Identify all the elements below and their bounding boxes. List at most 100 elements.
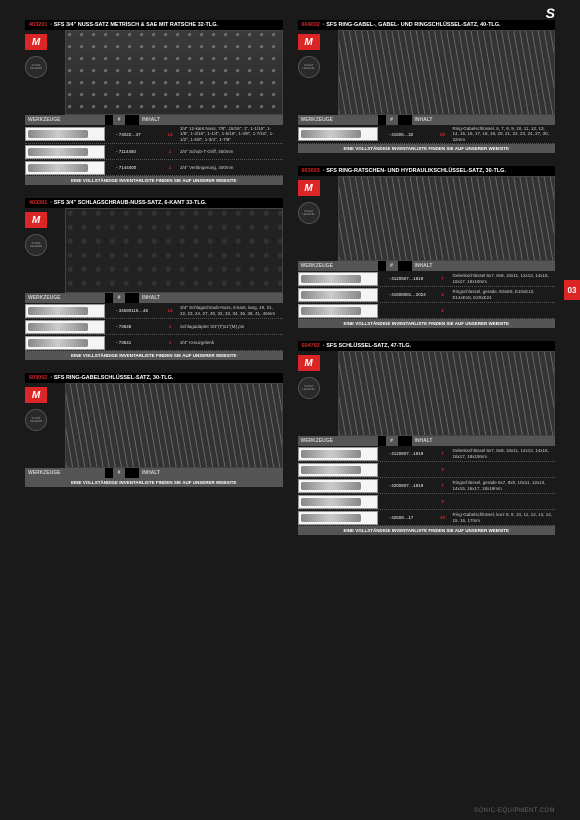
product-title-bar: 403201 · SFS 3/4" NUSS-SATZ METRISCH & S…	[25, 20, 283, 30]
spec-row: 2	[298, 494, 556, 510]
quantity: 1	[163, 164, 177, 171]
m-badge: M	[298, 180, 320, 196]
part-number: - 4120607…1819	[386, 275, 436, 282]
product-hero: M FOAM LEGEND	[25, 30, 283, 115]
part-number: - 41606081…2024	[386, 291, 436, 298]
spec-row: - 7114450 1 3/4" Schub-T-Griff, 450mm	[25, 144, 283, 160]
quantity: 10	[436, 514, 450, 521]
spec-row: 2	[298, 462, 556, 478]
tool-thumbnail	[298, 511, 378, 525]
quantity: 4	[436, 291, 450, 298]
description	[450, 501, 556, 503]
table-header: WERKZEUGE # INHALT	[298, 115, 556, 125]
quantity: 2	[436, 307, 450, 314]
spec-row: - 4120607…1819 7 Gelenkschlüssel 6x7, 8x…	[298, 446, 556, 462]
th-content: INHALT	[412, 436, 556, 446]
footer-bar: EINE VOLLSTÄNDIGE INVENTARLISTE FINDEN S…	[25, 351, 283, 360]
table-header: WERKZEUGE # INHALT	[25, 468, 283, 478]
description: Ring-Gabelschlüssel, 6, 7, 8, 9, 10, 11,…	[450, 125, 556, 143]
product-block: 604702 · SFS SCHLÜSSEL-SATZ, 47-TLG. M F…	[298, 341, 556, 535]
product-block: 603002 · SFS RING-GABELSCHLÜSSEL-SATZ, 3…	[25, 373, 283, 487]
th-hash: #	[386, 261, 398, 271]
left-column: 403201 · SFS 3/4" NUSS-SATZ METRISCH & S…	[25, 20, 283, 540]
product-title: · SFS RING-GABELSCHLÜSSEL-SATZ, 30-TLG.	[50, 375, 173, 381]
quantity: 1	[163, 148, 177, 155]
product-block: 604002 · SFS RING-GABEL-, GABEL- UND RIN…	[298, 20, 556, 153]
product-block: 403301 · SFS 3/4" SCHLAGSCHRAUB-NUSS-SAT…	[25, 198, 283, 360]
section-tab: 03	[564, 280, 580, 300]
footer-bar: EINE VOLLSTÄNDIGE INVENTARLISTE FINDEN S…	[298, 144, 556, 153]
table-header: WERKZEUGE # INHALT	[25, 293, 283, 303]
th-hash: #	[113, 115, 125, 125]
foam-badge-icon: FOAM LEGEND	[298, 377, 320, 399]
foam-badge-icon: FOAM LEGEND	[25, 234, 47, 256]
product-title-bar: 604702 · SFS SCHLÜSSEL-SATZ, 47-TLG.	[298, 341, 556, 351]
part-number: - 41506…32	[386, 131, 436, 138]
foam-badge-icon: FOAM LEGEND	[298, 202, 320, 224]
table-header: WERKZEUGE # INHALT	[25, 115, 283, 125]
product-hero: M FOAM LEGEND	[25, 383, 283, 468]
part-number: - 4120607…1819	[386, 450, 436, 457]
th-hash: #	[113, 293, 125, 303]
quantity: 14	[163, 131, 177, 138]
th-content: INHALT	[139, 115, 283, 125]
part-number	[386, 469, 436, 471]
product-image	[338, 176, 556, 261]
th-tools: WERKZEUGE	[298, 261, 378, 271]
spec-row: - 41606081…2024 4 Ringschlüssel, gerade,…	[298, 287, 556, 303]
description: 3/4" Schlagschraub-Nuss, 6-kant, lang, 1…	[177, 304, 283, 317]
tool-thumbnail	[298, 304, 378, 318]
product-code: 403301	[29, 200, 47, 206]
product-title: · SFS SCHLÜSSEL-SATZ, 47-TLG.	[323, 343, 411, 349]
right-column: 604002 · SFS RING-GABEL-, GABEL- UND RIN…	[298, 20, 556, 540]
m-badge: M	[25, 387, 47, 403]
quantity: 7	[436, 275, 450, 282]
foam-badge-icon: FOAM LEGEND	[298, 56, 320, 78]
part-number: - 73645	[113, 323, 163, 330]
product-code: 603003	[302, 168, 320, 174]
description: Ringschlüssel, gerade 6x7, 8x9, 10x11, 1…	[450, 479, 556, 492]
footer-bar: EINE VOLLSTÄNDIGE INVENTARLISTE FINDEN S…	[298, 319, 556, 328]
spec-row: 2	[298, 303, 556, 319]
th-hash: #	[386, 436, 398, 446]
tool-thumbnail	[298, 479, 378, 493]
page-layout: 403201 · SFS 3/4" NUSS-SATZ METRISCH & S…	[0, 0, 580, 580]
product-image	[65, 208, 283, 293]
quantity: 14	[163, 307, 177, 314]
th-tools: WERKZEUGE	[25, 468, 105, 478]
quantity: 20	[436, 131, 450, 138]
m-badge: M	[25, 34, 47, 50]
product-code: 403201	[29, 22, 47, 28]
table-header: WERKZEUGE # INHALT	[298, 436, 556, 446]
th-tools: WERKZEUGE	[25, 293, 105, 303]
footer-bar: EINE VOLLSTÄNDIGE INVENTARLISTE FINDEN S…	[298, 526, 556, 535]
tool-thumbnail	[25, 304, 105, 318]
product-block: 403201 · SFS 3/4" NUSS-SATZ METRISCH & S…	[25, 20, 283, 185]
product-code: 604702	[302, 343, 320, 349]
product-image	[338, 30, 556, 115]
tool-thumbnail	[298, 272, 378, 286]
tool-thumbnail	[298, 288, 378, 302]
m-badge: M	[298, 355, 320, 371]
tool-thumbnail	[298, 447, 378, 461]
tool-thumbnail	[25, 320, 105, 334]
brand-logo: S	[546, 5, 555, 21]
footer-bar: EINE VOLLSTÄNDIGE INVENTARLISTE FINDEN S…	[25, 478, 283, 487]
tool-thumbnail	[25, 127, 105, 141]
part-number: - 73541	[113, 339, 163, 346]
part-number: - 4200607…1819	[386, 482, 436, 489]
description	[450, 469, 556, 471]
product-hero: M FOAM LEGEND	[25, 208, 283, 293]
description: Schlagadapter 3/4"(F)x1"(M) pin	[177, 323, 283, 330]
tool-thumbnail	[298, 495, 378, 509]
quantity: 2	[436, 466, 450, 473]
part-number: - 7144400	[113, 164, 163, 171]
th-hash: #	[113, 468, 125, 478]
m-badge: M	[25, 212, 47, 228]
product-hero: M FOAM LEGEND	[298, 351, 556, 436]
product-image	[338, 351, 556, 436]
quantity: 1	[163, 323, 177, 330]
m-badge: M	[298, 34, 320, 50]
part-number: - 74022…47	[113, 131, 163, 138]
spec-row: - 7144400 1 3/4" Verlängerung, 400mm	[25, 160, 283, 176]
